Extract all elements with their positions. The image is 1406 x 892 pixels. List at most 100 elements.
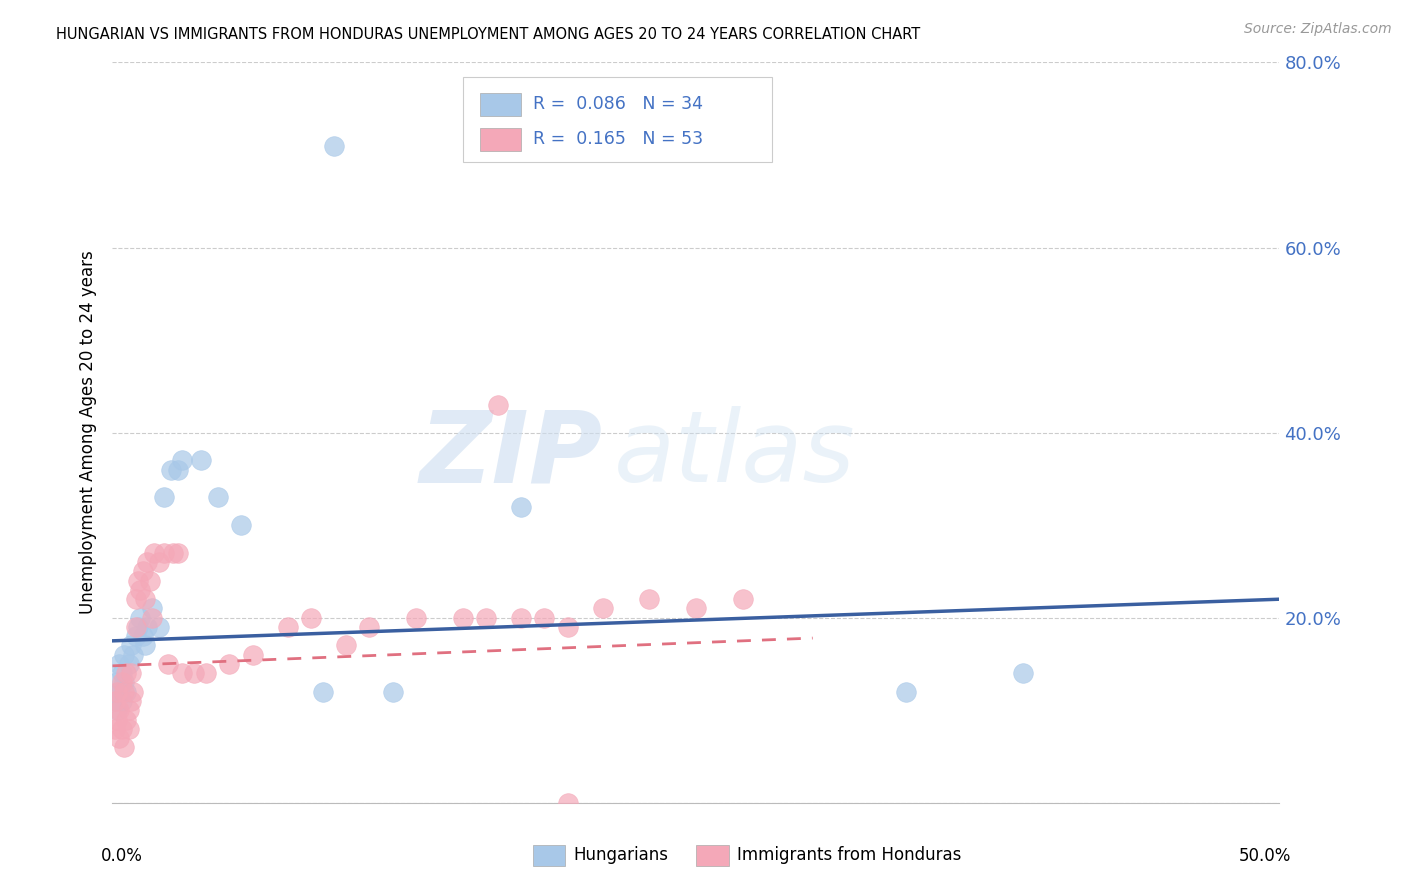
Point xyxy=(451,610,474,624)
Point xyxy=(533,610,555,624)
Point xyxy=(359,620,381,634)
Point xyxy=(111,722,134,736)
Point xyxy=(190,453,212,467)
Point xyxy=(475,610,498,624)
Point xyxy=(112,648,135,662)
Point xyxy=(132,565,155,579)
Point xyxy=(486,398,509,412)
Point xyxy=(105,713,128,727)
Point xyxy=(143,546,166,560)
Text: 50.0%: 50.0% xyxy=(1239,847,1291,865)
Point xyxy=(229,518,252,533)
Point xyxy=(118,657,141,671)
Point xyxy=(160,462,183,476)
Point xyxy=(108,703,131,717)
Point xyxy=(557,796,579,810)
Point xyxy=(141,601,163,615)
Point xyxy=(125,592,148,607)
Point xyxy=(153,491,176,505)
Point xyxy=(509,610,531,624)
Point xyxy=(299,610,322,624)
Point xyxy=(148,555,170,569)
Point xyxy=(115,713,138,727)
Point xyxy=(132,629,155,643)
Point xyxy=(105,703,128,717)
Point xyxy=(162,546,184,560)
Point xyxy=(276,620,298,634)
Text: Immigrants from Honduras: Immigrants from Honduras xyxy=(737,847,962,864)
Text: HUNGARIAN VS IMMIGRANTS FROM HONDURAS UNEMPLOYMENT AMONG AGES 20 TO 24 YEARS COR: HUNGARIAN VS IMMIGRANTS FROM HONDURAS UN… xyxy=(56,27,921,42)
Point xyxy=(111,675,134,690)
Point xyxy=(148,620,170,634)
Point xyxy=(894,685,917,699)
Point xyxy=(125,629,148,643)
Point xyxy=(638,592,661,607)
FancyBboxPatch shape xyxy=(479,128,520,152)
Point xyxy=(129,582,152,597)
Text: R =  0.165   N = 53: R = 0.165 N = 53 xyxy=(533,129,703,148)
Point xyxy=(112,740,135,755)
Point xyxy=(311,685,333,699)
Point xyxy=(172,666,194,681)
Point xyxy=(120,666,142,681)
Text: Hungarians: Hungarians xyxy=(574,847,668,864)
FancyBboxPatch shape xyxy=(533,845,565,866)
FancyBboxPatch shape xyxy=(696,845,728,866)
Point xyxy=(104,722,127,736)
Point xyxy=(509,500,531,514)
Point xyxy=(166,462,188,476)
Point xyxy=(127,620,149,634)
Point xyxy=(335,639,357,653)
Point xyxy=(108,731,131,745)
Text: 0.0%: 0.0% xyxy=(101,847,142,865)
Point xyxy=(112,675,135,690)
Point xyxy=(592,601,614,615)
Point xyxy=(108,657,131,671)
Point xyxy=(194,666,217,681)
Point xyxy=(104,694,127,708)
Point xyxy=(134,592,156,607)
Point xyxy=(122,685,145,699)
Point xyxy=(112,685,135,699)
Point xyxy=(381,685,404,699)
Point xyxy=(153,546,176,560)
Point xyxy=(183,666,205,681)
Point xyxy=(120,639,142,653)
Point xyxy=(207,491,229,505)
Text: R =  0.086   N = 34: R = 0.086 N = 34 xyxy=(533,95,703,113)
Point xyxy=(115,685,138,699)
Point xyxy=(557,620,579,634)
Point xyxy=(218,657,240,671)
Point xyxy=(125,620,148,634)
Point xyxy=(118,722,141,736)
Text: ZIP: ZIP xyxy=(419,407,603,503)
Text: Source: ZipAtlas.com: Source: ZipAtlas.com xyxy=(1244,22,1392,37)
Point xyxy=(115,666,138,681)
Point xyxy=(136,620,159,634)
Point xyxy=(141,610,163,624)
FancyBboxPatch shape xyxy=(479,93,520,117)
Point xyxy=(134,639,156,653)
Point xyxy=(111,694,134,708)
Text: atlas: atlas xyxy=(614,407,856,503)
Point xyxy=(166,546,188,560)
Point xyxy=(405,610,427,624)
Point xyxy=(122,648,145,662)
Point xyxy=(242,648,264,662)
Point xyxy=(104,694,127,708)
Point xyxy=(105,685,128,699)
Point xyxy=(139,574,162,588)
Point xyxy=(157,657,180,671)
FancyBboxPatch shape xyxy=(463,78,772,162)
Point xyxy=(731,592,754,607)
Point xyxy=(105,675,128,690)
Point xyxy=(129,610,152,624)
Point xyxy=(127,574,149,588)
Point xyxy=(172,453,194,467)
Y-axis label: Unemployment Among Ages 20 to 24 years: Unemployment Among Ages 20 to 24 years xyxy=(79,251,97,615)
Point xyxy=(323,138,346,153)
Point xyxy=(118,703,141,717)
Point xyxy=(136,555,159,569)
Point xyxy=(685,601,707,615)
Point xyxy=(111,666,134,681)
